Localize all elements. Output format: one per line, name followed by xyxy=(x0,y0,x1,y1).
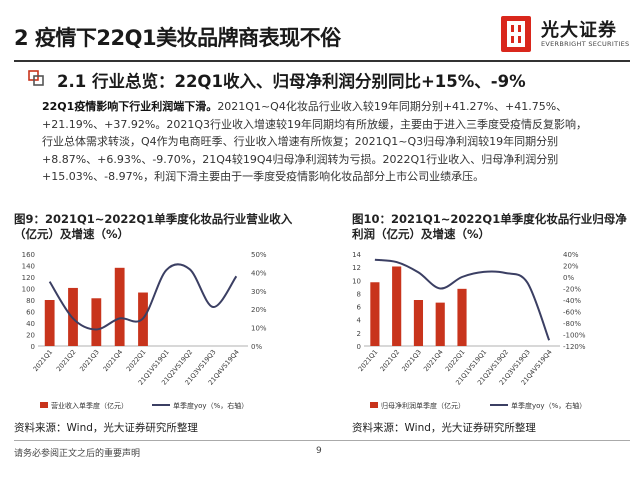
x-tick-label: 2021Q4 xyxy=(101,348,124,373)
right-chart-source: 资料来源：Wind，光大证券研究所整理 xyxy=(352,422,536,434)
y-left-tick-label: 0 xyxy=(357,343,361,351)
legend-line-label: 单季度yoy（%，右轴） xyxy=(173,401,248,410)
page-number: 9 xyxy=(316,446,322,456)
y-right-tick-label: 0% xyxy=(251,343,262,351)
y-left-tick-label: 20 xyxy=(26,332,35,340)
y-left-tick-label: 14 xyxy=(352,251,361,259)
series-line xyxy=(48,263,238,331)
right-chart-title: 图10：2021Q1~2022Q1单季度化妆品行业归母净利润（亿元）及增速（%） xyxy=(352,212,627,241)
y-right-tick-label: 10% xyxy=(251,325,267,333)
y-right-tick-label: -60% xyxy=(563,309,581,317)
x-tick-label: 2021Q1 xyxy=(31,348,54,373)
section-paragraph: 22Q1疫情影响下行业利润端下滑。2021Q1~Q4化妆品行业收入较19年同期分… xyxy=(42,98,597,186)
left-chart-title: 图9：2021Q1~2022Q1单季度化妆品行业营业收入（亿元）及增速（%） xyxy=(14,212,293,241)
section-bullet-icon xyxy=(28,70,44,86)
logo-chinese-text: 光大证券 xyxy=(541,20,617,41)
y-left-tick-label: 10 xyxy=(352,277,361,285)
left-chart: 0 20 40 60 80 100 120 140 160 0% 10% 20% 30% 40% 50% 20… xyxy=(22,251,267,410)
logo-mark-icon xyxy=(501,16,531,52)
bar xyxy=(457,288,467,346)
y-left-tick-label: 6 xyxy=(357,304,362,312)
series-line xyxy=(374,258,551,341)
y-right-tick-label: -40% xyxy=(563,297,581,305)
y-left-tick-label: 160 xyxy=(22,251,35,259)
x-tick-label: 2021Q3 xyxy=(78,348,101,373)
y-left-tick-label: 80 xyxy=(26,297,35,305)
header-divider xyxy=(14,60,630,62)
legend-bar-label: 营业收入单季度（亿元） xyxy=(51,401,128,410)
legend-bar-swatch xyxy=(40,402,48,408)
y-right-tick-label: -120% xyxy=(563,343,586,351)
y-right-tick-label: -100% xyxy=(563,332,586,340)
y-right-tick-label: -20% xyxy=(563,286,581,294)
paragraph-body: 2021Q1~Q4化妆品行业收入较19年同期分别+41.27%、+41.75%、… xyxy=(42,100,587,184)
section-subtitle: 2.1 行业总览：22Q1收入、归母净利润分别同比+15%、-9% xyxy=(57,72,526,91)
x-tick-label: 2021Q2 xyxy=(55,348,78,373)
y-right-tick-label: 20% xyxy=(251,306,267,314)
x-tick-label: 2021Q4 xyxy=(422,348,445,373)
y-right-tick-label: 50% xyxy=(251,251,267,259)
y-left-tick-label: 140 xyxy=(22,263,35,271)
footer-disclaimer: 请务必参阅正文之后的重要声明 xyxy=(14,449,141,459)
x-tick-label: 2022Q1 xyxy=(444,348,467,373)
y-right-tick-label: 30% xyxy=(251,288,267,296)
y-left-tick-label: 100 xyxy=(22,286,35,294)
y-right-tick-label: -80% xyxy=(563,320,581,328)
bar xyxy=(435,302,445,346)
x-tick-label: 2021Q2 xyxy=(378,348,401,373)
bar xyxy=(413,300,424,346)
y-left-tick-label: 2 xyxy=(357,330,361,338)
y-right-tick-label: 40% xyxy=(251,269,267,277)
right-chart: 0 2 4 6 8 10 12 14 -120% -100% -80% -60% -40% -20% 0% 2… xyxy=(352,251,586,410)
bar xyxy=(370,282,380,346)
legend-bar-label: 归母净利润单季度（亿元） xyxy=(381,401,465,410)
legend-bar-swatch xyxy=(370,402,378,408)
y-left-tick-label: 12 xyxy=(352,264,361,272)
bar xyxy=(392,266,402,346)
x-tick-label: 2022Q1 xyxy=(125,348,148,373)
y-left-tick-label: 40 xyxy=(26,320,35,328)
y-right-tick-label: 0% xyxy=(563,274,574,282)
footer-divider xyxy=(14,440,630,441)
y-left-tick-label: 0 xyxy=(31,343,35,351)
y-right-tick-label: 40% xyxy=(563,251,579,259)
y-left-tick-label: 4 xyxy=(357,317,362,325)
left-chart-source: 资料来源：Wind，光大证券研究所整理 xyxy=(14,422,198,434)
y-left-tick-label: 8 xyxy=(357,290,361,298)
paragraph-lead: 22Q1疫情影响下行业利润端下滑。 xyxy=(42,100,218,113)
bar xyxy=(91,298,102,346)
x-tick-label: 2021Q3 xyxy=(400,348,423,373)
bar xyxy=(114,267,125,346)
company-logo: 光大证券 EVERBRIGHT SECURITIES xyxy=(499,14,634,54)
bar xyxy=(44,300,55,346)
x-tick-label: 2021Q1 xyxy=(357,348,380,373)
y-right-tick-label: 20% xyxy=(563,263,579,271)
legend-line-label: 单季度yoy（%，右轴） xyxy=(511,401,586,410)
logo-english-text: EVERBRIGHT SECURITIES xyxy=(541,40,630,48)
page-title: 2 疫情下22Q1美妆品牌商表现不俗 xyxy=(14,26,341,50)
y-left-tick-label: 60 xyxy=(26,309,35,317)
y-left-tick-label: 120 xyxy=(22,274,35,282)
